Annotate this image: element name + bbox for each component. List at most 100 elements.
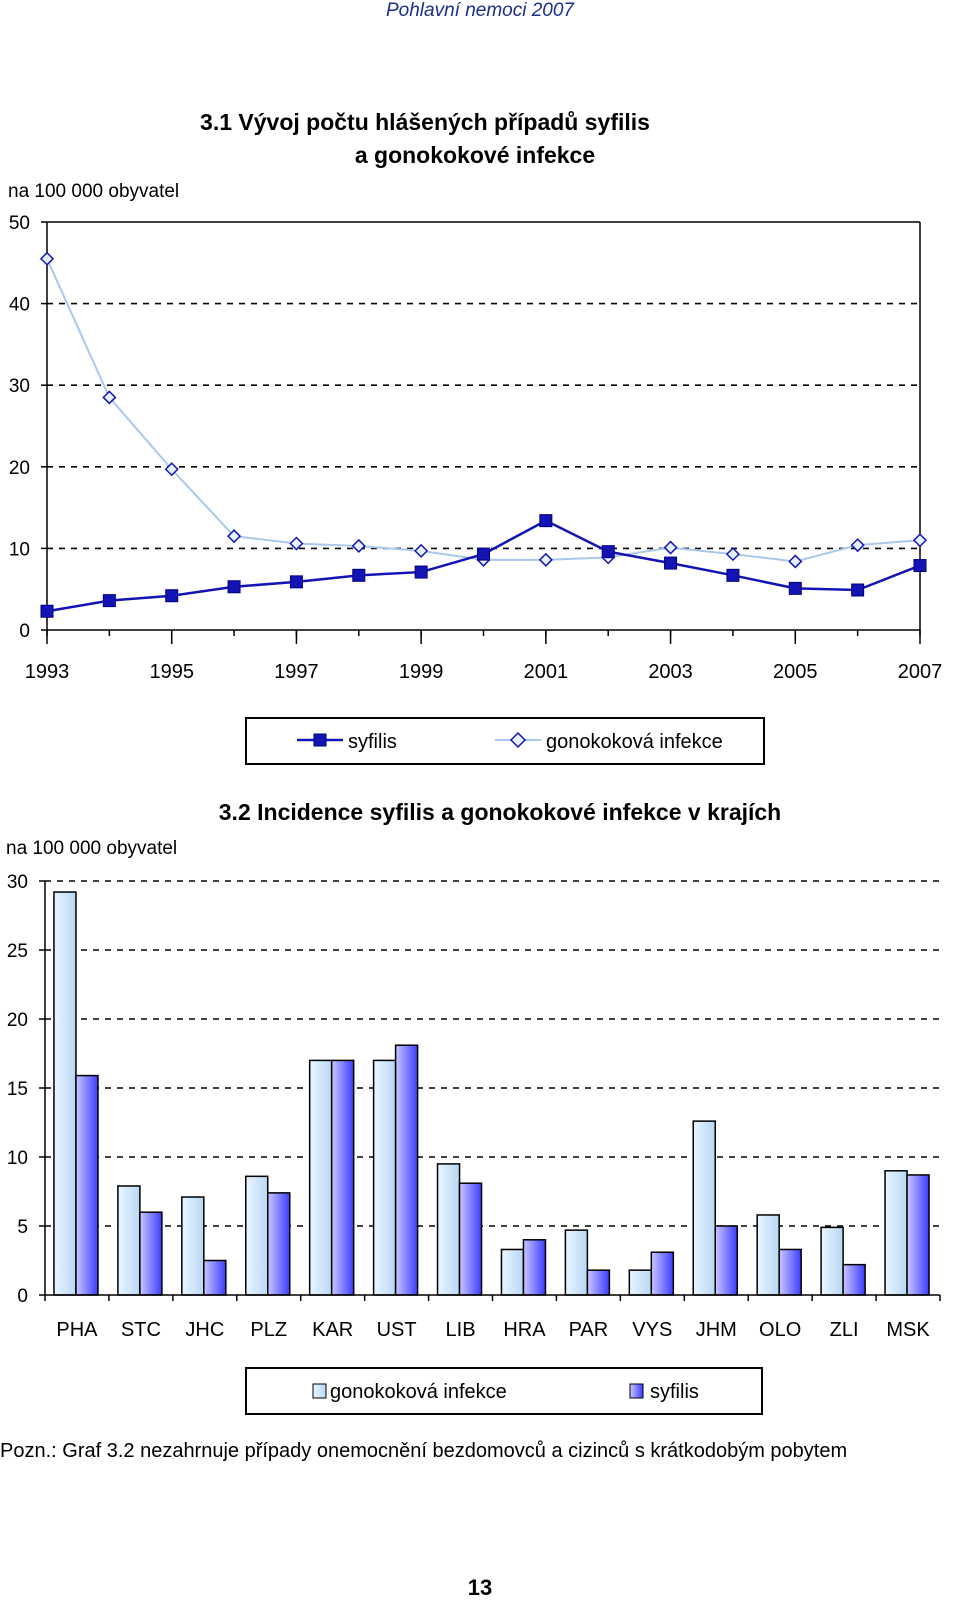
chart2-y-tick-label: 5 (17, 1217, 28, 1238)
syfilis-bar (586, 1269, 611, 1296)
gono-point (39, 251, 55, 266)
syfilis-point (477, 547, 490, 561)
legend-syfilis-swatch (629, 1383, 644, 1399)
legend-gono-bar-label: gonokoková infekce (330, 1381, 507, 1403)
chart1-ylabel: na 100 000 obyvatel (8, 181, 179, 202)
gono-point (164, 462, 179, 477)
chart2-y-tick-label: 30 (7, 872, 28, 893)
chart1-x-tick-labels: 1993 1995 1997 1999 2001 2003 2005 2007 (25, 661, 943, 683)
chart2-y-tick-label: 15 (7, 1079, 28, 1100)
chart1-x-tick-label: 2005 (773, 661, 818, 683)
gono-bar (628, 1269, 653, 1296)
chart1-legend: syfilis gonokoková infekce (245, 717, 765, 765)
syfilis-point (539, 514, 553, 528)
chart1-y-tick-label: 20 (9, 458, 30, 479)
syfilis-bar (522, 1239, 547, 1296)
chart2-category-label: STC (121, 1319, 161, 1341)
syfilis-bar (267, 1192, 291, 1296)
legend-syfilis-bar-label: syfilis (650, 1381, 699, 1403)
chart2-category-label: KAR (312, 1319, 353, 1341)
gono-bar (500, 1248, 525, 1296)
chart1-x-tick-label: 1993 (25, 661, 70, 683)
gono-bar (53, 891, 77, 1296)
gono-point (351, 538, 366, 554)
legend-gono-marker (509, 731, 527, 749)
syfilis-point (227, 580, 241, 594)
page-header: Pohlavní nemoci 2007 (385, 0, 574, 21)
chart2-y-tick-label: 20 (7, 1010, 28, 1031)
chart2-title: 3.2 Incidence syfilis a gonokokové infek… (219, 799, 781, 825)
legend-gono-swatch (312, 1383, 327, 1399)
syfilis-point (102, 594, 116, 608)
gono-point (227, 529, 242, 544)
chart1-axes (41, 221, 921, 644)
gono-point (102, 390, 117, 405)
chart1-y-tick-label: 30 (9, 376, 30, 397)
chart1-x-tick-label: 2003 (648, 661, 693, 683)
chart2-category-label: ZLI (830, 1319, 859, 1341)
syfilis-bar (906, 1174, 930, 1296)
chart2-category-label: MSK (886, 1319, 930, 1341)
chart2-y-tick-label: 0 (17, 1286, 28, 1307)
syfilis-point (289, 575, 303, 589)
footnote: Pozn.: Graf 3.2 nezahrnuje případy onemo… (0, 1440, 848, 1462)
chart2-category-label: PLZ (250, 1319, 287, 1341)
syfilis-point (352, 568, 366, 582)
gono-point (538, 552, 553, 567)
chart2-axes (39, 880, 941, 1301)
page-number: 13 (467, 1575, 493, 1600)
syfilis-bar (203, 1259, 227, 1296)
chart1-y-tick-label: 50 (9, 213, 30, 234)
chart1-grid (47, 302, 920, 550)
legend-syfilis-label: syfilis (348, 731, 397, 753)
chart1-y-tick-label: 10 (9, 539, 30, 560)
chart2-y-tick-labels: 0 5 10 15 20 25 30 (7, 872, 28, 1307)
syfilis-point (913, 559, 927, 573)
syfilis-point (601, 545, 615, 559)
line-chart: 3.1 Vývoj počtu hlášených případů syfili… (8, 109, 943, 765)
chart2-category-label: JHM (696, 1319, 737, 1341)
chart2-bars (53, 891, 930, 1296)
syfilis-point (851, 583, 865, 597)
syfilis-point (726, 568, 740, 582)
gono-bar (564, 1229, 589, 1296)
chart2-category-label: HRA (503, 1319, 546, 1341)
chart2-category-labels: PHA STC JHC PLZ KAR UST LIB HRA PAR VYS JHM OLO ZLI M… (56, 1319, 930, 1341)
chart1-y-tick-label: 40 (9, 295, 30, 316)
gono-point (414, 543, 429, 558)
gono-bar (820, 1226, 844, 1296)
chart1-x-tick-label: 2001 (524, 661, 569, 683)
chart2-category-label: PAR (569, 1319, 609, 1341)
gono-bar (436, 1163, 461, 1296)
syfilis-bar (330, 1059, 355, 1296)
chart1-y-tick-labels: 0 10 20 30 40 50 (9, 213, 30, 642)
syfilis-bar (75, 1074, 99, 1296)
gono-bar (117, 1185, 141, 1296)
chart2-y-tick-label: 25 (7, 941, 28, 962)
chart2-category-label: UST (377, 1319, 417, 1341)
syfilis-bar (394, 1044, 419, 1296)
chart2-category-label: LIB (446, 1319, 476, 1341)
bar-chart: 3.2 Incidence syfilis a gonokokové infek… (6, 799, 941, 1415)
gono-bar (884, 1170, 908, 1296)
syfilis-point (165, 589, 179, 603)
chart1-title-line2: a gonokokové infekce (355, 142, 595, 168)
gono-point (725, 547, 740, 562)
syfilis-bar (842, 1263, 866, 1296)
legend-syfilis-marker (313, 733, 327, 747)
gono-bar (181, 1196, 205, 1296)
gono-point (788, 554, 803, 569)
chart1-title-line1: 3.1 Vývoj počtu hlášených případů syfili… (200, 109, 650, 135)
syfilis-bar (650, 1251, 675, 1296)
chart1-x-tick-label: 1999 (399, 661, 444, 683)
chart2-ylabel: na 100 000 obyvatel (6, 838, 177, 859)
syfilis-point (788, 581, 802, 595)
chart1-x-tick-label: 2007 (898, 661, 943, 683)
chart1-x-tick-label: 1995 (149, 661, 194, 683)
chart2-legend-frame (245, 1367, 763, 1415)
gono-point (289, 536, 304, 551)
chart2-category-label: JHC (185, 1319, 224, 1341)
legend-gono-label: gonokoková infekce (546, 731, 723, 753)
gono-bar (308, 1059, 333, 1296)
gono-point (663, 540, 678, 555)
